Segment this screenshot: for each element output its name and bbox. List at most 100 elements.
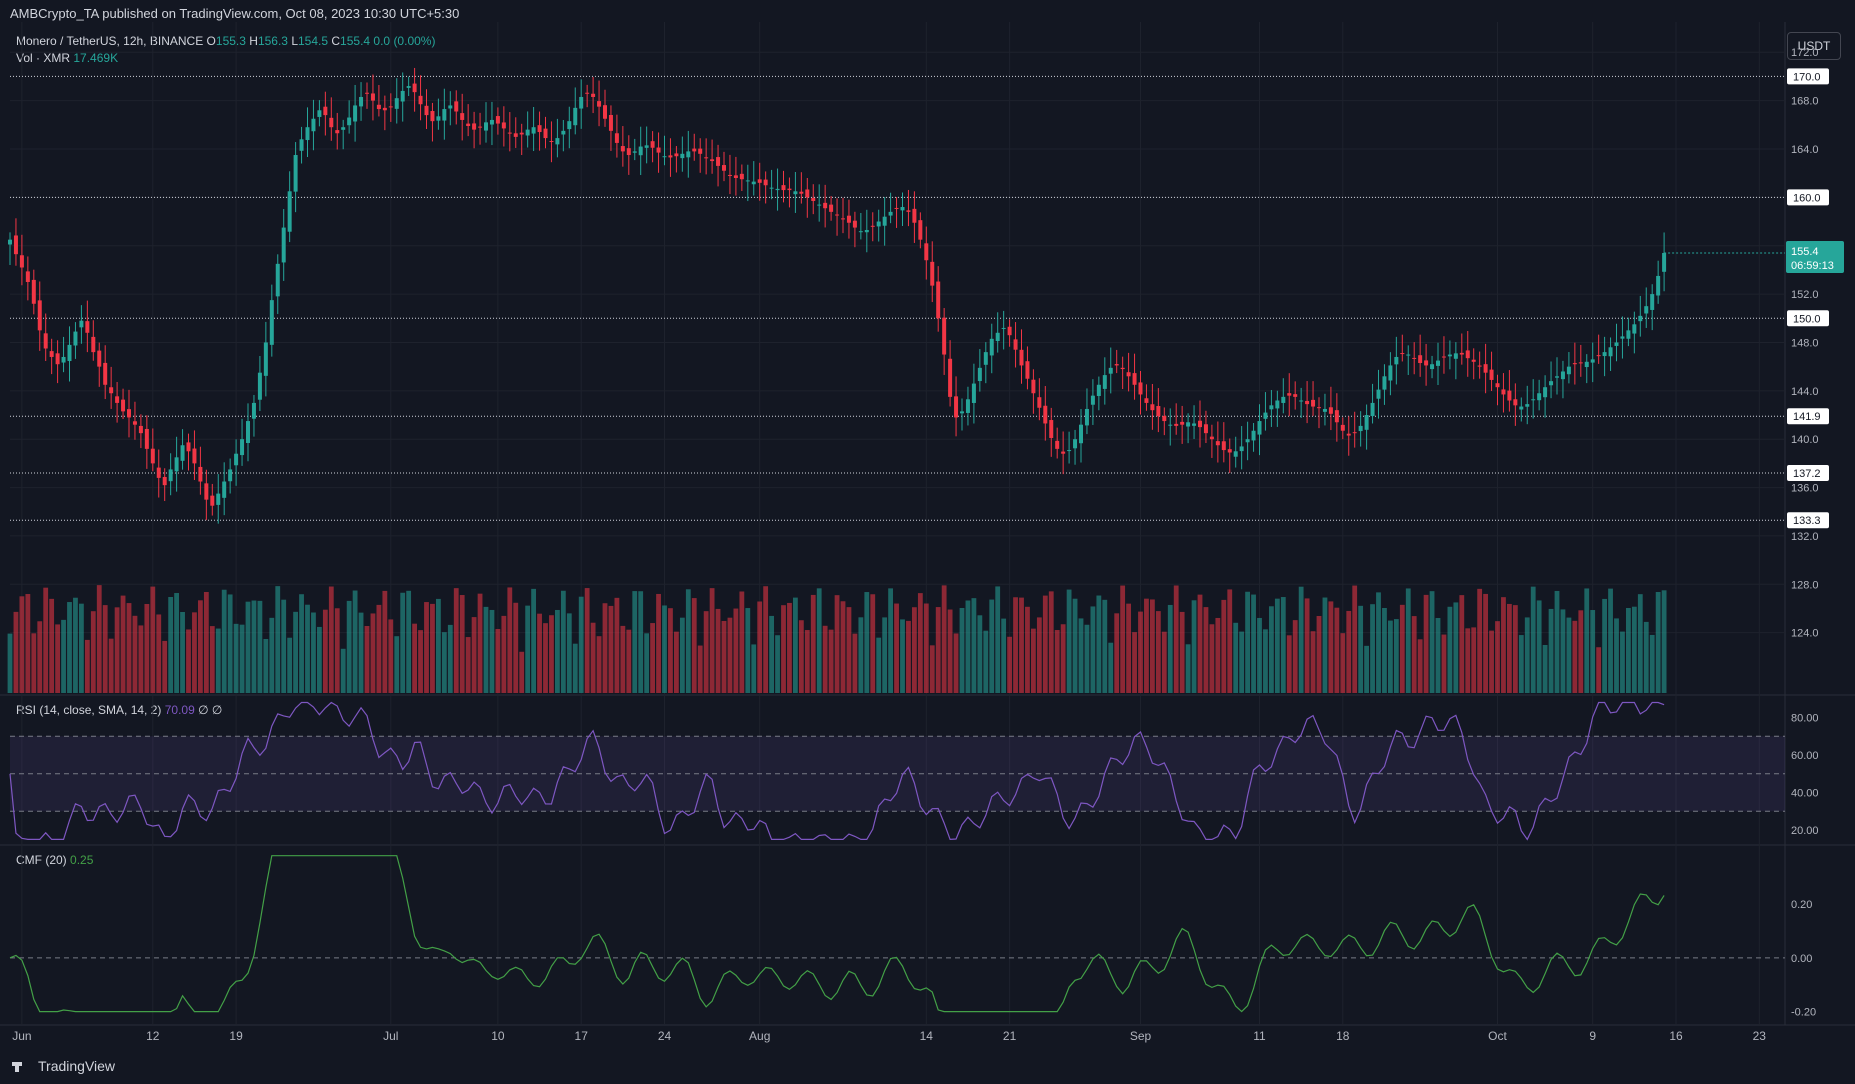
rsi-band-fill — [10, 736, 1785, 812]
volume-bar — [900, 619, 905, 693]
candle-body — [1632, 324, 1637, 334]
candle-body — [1215, 441, 1220, 446]
volume-bar — [852, 633, 858, 693]
candle-body — [882, 216, 887, 226]
cmf-legend: CMF (20) 0.25 — [16, 853, 93, 867]
volume-bar — [31, 633, 37, 693]
candle-body — [995, 332, 1000, 342]
candle-body — [174, 457, 179, 472]
price-tick-label: 164.0 — [1791, 144, 1819, 156]
candle-body — [662, 156, 667, 158]
x-tick-label: Oct — [1488, 1029, 1507, 1043]
open-value: 155.3 — [215, 34, 246, 48]
candle-body — [1299, 400, 1304, 402]
volume-bar — [1108, 642, 1114, 693]
candle-body — [275, 263, 280, 297]
volume-bar — [876, 637, 882, 693]
volume-bar — [1352, 585, 1358, 693]
volume-bar — [798, 620, 804, 693]
volume-bar — [519, 651, 525, 693]
volume-bar — [1144, 598, 1149, 693]
candle-body — [263, 342, 268, 376]
tradingview-logo-icon — [12, 1060, 32, 1072]
volume-bar — [406, 590, 412, 693]
candle-body — [841, 218, 845, 220]
x-tick-label: 9 — [1589, 1029, 1596, 1043]
footer-brand: TradingView — [12, 1058, 115, 1074]
volume-bar — [1090, 606, 1096, 693]
volume-bar — [1215, 617, 1221, 693]
volume-bar — [513, 602, 519, 693]
candle-body — [1537, 393, 1542, 401]
candle-body — [1650, 294, 1655, 310]
candle-body — [1656, 275, 1661, 296]
volume-bar — [317, 626, 322, 693]
rsi-value: 70.09 — [164, 703, 195, 717]
volume-bar — [840, 601, 846, 693]
candle-body — [359, 96, 364, 107]
candle-body — [948, 358, 953, 397]
volume-bar — [1435, 617, 1441, 693]
volume-bar — [1399, 604, 1405, 693]
volume-bar — [1405, 588, 1411, 693]
volume-bar — [1155, 611, 1161, 693]
candle-body — [103, 362, 108, 385]
cmf-tick-label: 0.00 — [1791, 953, 1812, 965]
candle-body — [198, 466, 203, 482]
horizontal-level-label: 170.0 — [1793, 71, 1821, 83]
candle-body — [805, 189, 810, 198]
volume-bar — [382, 590, 388, 693]
candle-body — [1614, 342, 1619, 346]
candle-body — [614, 133, 619, 143]
candle-body — [1584, 361, 1589, 368]
volume-bar — [1382, 608, 1387, 693]
close-value: 155.4 — [340, 34, 371, 48]
volume-bar — [388, 619, 394, 693]
volume-bar — [233, 623, 239, 693]
volume-bar — [495, 629, 501, 693]
volume-bar — [1292, 620, 1298, 693]
price-tick-label: 144.0 — [1791, 386, 1819, 398]
volume-bar — [299, 594, 304, 693]
candle-body — [115, 396, 120, 403]
rsi-tick-label: 80.00 — [1791, 713, 1819, 725]
volume-bar — [912, 607, 917, 693]
horizontal-level-badge — [1787, 408, 1829, 425]
candle-body — [501, 122, 506, 129]
volume-bar — [174, 593, 179, 693]
x-tick-label: 17 — [575, 1029, 589, 1043]
horizontal-level-label: 160.0 — [1793, 192, 1821, 204]
volume-bar — [733, 608, 739, 693]
symbol-label: Monero / TetherUS, 12h, BINANCE — [16, 34, 204, 48]
volume-bar — [477, 593, 483, 693]
currency-unit-button[interactable]: USDT — [1787, 32, 1841, 60]
volume-bar — [412, 623, 417, 693]
candle-body — [692, 148, 697, 152]
candle-body — [870, 225, 875, 227]
volume-bar — [965, 600, 971, 693]
volume-bar — [376, 604, 382, 693]
volume-bar — [1417, 639, 1423, 693]
volume-bar — [459, 595, 465, 693]
volume-legend: Vol · XMR 17.469K — [16, 51, 118, 65]
high-label: H — [249, 34, 258, 48]
volume-bar — [763, 586, 769, 693]
candle-body — [1519, 406, 1524, 410]
candle-body — [192, 448, 197, 464]
candle-body — [852, 220, 857, 228]
volume-bar — [650, 623, 655, 693]
volume-bar — [346, 600, 352, 693]
volume-bar — [1007, 636, 1012, 693]
candle-body — [1394, 356, 1399, 365]
volume-bar — [971, 598, 977, 693]
candle-body — [222, 481, 227, 498]
volume-bar — [632, 591, 638, 693]
volume-bar — [162, 640, 168, 693]
candle-body — [376, 104, 381, 110]
candle-body — [1424, 360, 1429, 366]
cmf-tick-label: -0.20 — [1791, 1007, 1816, 1019]
volume-bar — [1584, 588, 1590, 693]
candle-body — [561, 130, 566, 135]
candle-body — [1108, 367, 1113, 374]
